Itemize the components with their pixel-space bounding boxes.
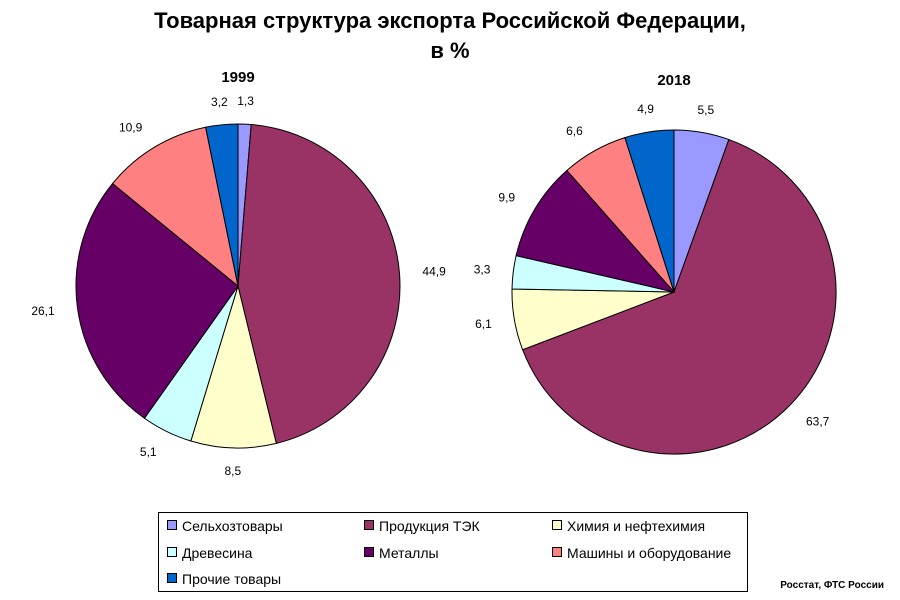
legend-swatch xyxy=(167,520,177,530)
data-label-2018-6: 6,6 xyxy=(566,124,583,138)
legend-label: Машины и оборудование xyxy=(567,545,732,561)
legend-item-4: Древесина xyxy=(167,544,252,562)
pie-slice-1999-7 xyxy=(205,123,239,287)
data-label-2018-4: 3,3 xyxy=(474,262,491,276)
legend-label: Химия и нефтехимия xyxy=(567,518,706,534)
chart-title-line1: Товарная структура экспорта Российской Ф… xyxy=(154,8,746,33)
pie-slice-1999-2 xyxy=(237,124,401,445)
legend-swatch xyxy=(552,547,562,557)
pie-slice-1999-6 xyxy=(111,126,239,288)
pie-slice-2018-7 xyxy=(624,129,675,293)
data-label-1999-7: 3,2 xyxy=(211,95,228,109)
data-label-1999-3: 8,5 xyxy=(224,464,241,478)
legend-label: Сельхозтовары xyxy=(182,518,283,534)
data-label-2018-1: 5,5 xyxy=(697,103,714,117)
pie-title-1999: 1999 xyxy=(221,69,254,86)
legend-item-7: Прочие товары xyxy=(167,570,281,588)
pie-slice-2018-2 xyxy=(521,138,837,455)
data-label-2018-7: 4,9 xyxy=(637,102,654,116)
data-label-2018-5: 9,9 xyxy=(498,190,515,204)
legend-label: Древесина xyxy=(182,545,253,561)
legend-item-3: Химия и нефтехимия xyxy=(552,517,705,535)
legend-item-5: Металлы xyxy=(364,544,439,562)
legend-label: Продукция ТЭК xyxy=(379,518,480,534)
legend-item-2: Продукция ТЭК xyxy=(364,517,480,535)
legend: Сельхозтовары Продукция ТЭК Химия и нефтех… xyxy=(158,512,748,592)
pie-title-2018: 2018 xyxy=(657,72,690,89)
data-label-1999-6: 10,9 xyxy=(119,121,143,135)
data-label-1999-2: 44,9 xyxy=(422,265,446,279)
legend-label: Прочие товары xyxy=(182,571,282,587)
legend-swatch xyxy=(364,547,374,557)
legend-item-6: Машины и оборудование xyxy=(552,544,731,562)
source-note: Росстат, ФТС России xyxy=(780,580,884,591)
data-label-1999-1: 1,3 xyxy=(237,94,254,108)
legend-label: Металлы xyxy=(379,545,439,561)
pie-slice-1999-5 xyxy=(75,182,239,419)
pie-slice-1999-3 xyxy=(190,284,277,449)
legend-swatch xyxy=(167,573,177,583)
data-label-1999-4: 5,1 xyxy=(140,445,157,459)
pie-slice-2018-5 xyxy=(515,169,676,293)
data-label-1999-5: 26,1 xyxy=(31,304,55,318)
chart-title-line2: в % xyxy=(430,38,470,63)
data-label-2018-2: 63,7 xyxy=(806,415,830,429)
legend-swatch xyxy=(364,520,374,530)
legend-swatch xyxy=(552,520,562,530)
legend-item-1: Сельхозтовары xyxy=(167,517,283,535)
legend-swatch xyxy=(167,547,177,557)
data-label-2018-3: 6,1 xyxy=(475,317,492,331)
